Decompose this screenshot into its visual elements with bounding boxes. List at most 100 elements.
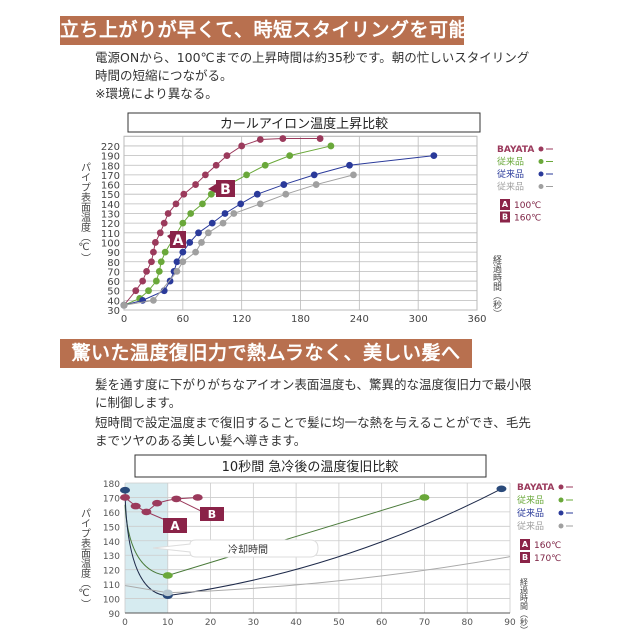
chart1-y-tick: 60 (107, 277, 120, 288)
chart1-y-tick: 150 (101, 190, 120, 201)
chart2-marker-b-leader (176, 498, 204, 513)
chart1-data-point (179, 258, 187, 266)
text-line: までツヤのある美しい髪へ導きます。 (95, 433, 307, 448)
chart1-data-point (243, 171, 250, 179)
chart1-data-point (179, 248, 187, 256)
chart1-title: カールアイロン温度上昇比較 (220, 116, 388, 132)
chart1-data-point (238, 142, 246, 150)
chart1-data-point (180, 190, 188, 198)
chart2-title-box (134, 454, 487, 478)
chart1-data-point (279, 135, 287, 142)
chart2-data-point (162, 589, 173, 597)
chart2-x-tick: 90 (504, 618, 516, 628)
legend-label: BAYATA (497, 145, 534, 155)
chart1-y-tick: 170 (101, 171, 120, 182)
legend-marker-value: 160℃ (514, 214, 541, 224)
chart1-data-point (207, 190, 215, 198)
chart2-x-tick: 0 (122, 618, 128, 628)
chart1-x-tick: 120 (232, 314, 251, 325)
legend-marker-B: B (502, 213, 508, 222)
chart1-data-point (201, 171, 209, 179)
chart1-y-tick: 110 (101, 229, 120, 240)
chart2-y-tick: 140 (103, 538, 120, 548)
text-line: 短時間で設定温度まで復旧することで髪に均一な熱を与えることができ、毛先 (95, 415, 531, 430)
chart1-data-point (282, 190, 290, 198)
chart1-data-point (221, 210, 229, 217)
chart1-data-point (212, 161, 220, 169)
legend-label: 従来品 (517, 520, 544, 532)
legend-dot (538, 159, 544, 164)
text-line: 電源ONから、100℃までの上昇時間は約35秒です。朝の忙しいスタイリング (95, 50, 530, 65)
chart1-y-axis-label: パイプ表面温度（℃） (78, 162, 90, 263)
chart1-data-point (204, 229, 212, 237)
chart1-data-point (150, 248, 157, 256)
chart1-y-tick: 190 (101, 152, 120, 163)
legend-label: 従来品 (497, 181, 524, 193)
chart2-y-tick: 110 (103, 581, 120, 591)
chart1-data-point (261, 161, 269, 169)
chart1-data-point (350, 171, 357, 179)
chart1-data-point (139, 277, 147, 285)
chart1-marker-a: A (173, 233, 184, 249)
chart2-series-line (124, 556, 511, 594)
chart2-series-line (124, 488, 502, 597)
chart1-y-tick: 70 (107, 267, 120, 278)
chart1-data-point (316, 135, 324, 142)
chart1-data-point (150, 296, 157, 304)
chart2-data-point (162, 572, 173, 579)
chart1-y-tick: 50 (107, 287, 120, 298)
chart2-data-point (130, 502, 141, 510)
legend-label: BAYATA (517, 483, 554, 493)
chart1-y-tick: 220 (101, 142, 120, 153)
chart1-data-point (430, 152, 438, 160)
chart1-data-point (219, 219, 227, 227)
text-line: 時間の短縮につながる。 (95, 68, 233, 83)
chart1-data-point (187, 210, 195, 217)
chart1-data-point (148, 258, 155, 266)
chart2-x-axis-label: 経過時間（秒） (520, 577, 529, 634)
chart1-data-point (173, 268, 181, 275)
chart1-data-point (199, 200, 206, 208)
chart2-series-line (124, 496, 425, 576)
chart2-x-tick: 40 (290, 618, 302, 628)
chart1-data-point (223, 152, 231, 160)
chart1-y-tick: 80 (107, 258, 120, 269)
legend-dot (538, 146, 544, 152)
text-line: 髪を通す度に下がりがちなアイオン表面温度も、驚異的な温度復旧力で最小限 (95, 377, 532, 392)
text-line: ※環境により異なる。 (95, 86, 218, 101)
chart1-y-tick: 30 (107, 306, 120, 317)
section1-heading: 立ち上がりが早くて、時短スタイリングを可能に (60, 16, 464, 45)
chart1-data-point (173, 258, 181, 266)
legend-marker-B-box (520, 552, 530, 563)
legend-dot (538, 171, 544, 177)
chart1-y-tick: 120 (101, 219, 120, 230)
legend-marker-B: B (522, 553, 528, 562)
chart2-cooling-label: 冷却時間 (228, 543, 268, 556)
chart1-y-tick: 100 (101, 238, 120, 249)
legend-marker-value: 100℃ (514, 201, 541, 211)
chart1-data-point (280, 181, 288, 188)
chart1-data-point (192, 248, 199, 256)
chart2-marker-b-box (200, 507, 224, 521)
chart2-data-point (152, 499, 163, 507)
chart1-data-point (256, 200, 264, 208)
chart1-marker-a-box (170, 231, 186, 248)
chart1-x-axis-label: 経過時間（秒） (491, 254, 502, 318)
legend-label: 従来品 (497, 156, 524, 168)
chart2-y-tick: 90 (109, 610, 121, 620)
chart1-data-point (186, 239, 194, 246)
chart1-data-point (312, 181, 320, 188)
chart2-y-tick: 150 (103, 523, 120, 533)
chart1-y-tick: 90 (107, 248, 120, 259)
chart1-x-tick: 0 (121, 314, 127, 325)
legend-marker-A-box (500, 199, 510, 210)
chart1-data-point (208, 219, 216, 227)
chart1-data-point (192, 181, 199, 188)
chart1-x-tick: 180 (291, 314, 310, 325)
chart2-data-point (192, 494, 203, 501)
chart1-data-point (145, 287, 152, 295)
chart2-x-tick: 60 (376, 618, 388, 628)
chart2-y-tick: 180 (103, 480, 120, 490)
chart1-data-point (237, 200, 245, 208)
